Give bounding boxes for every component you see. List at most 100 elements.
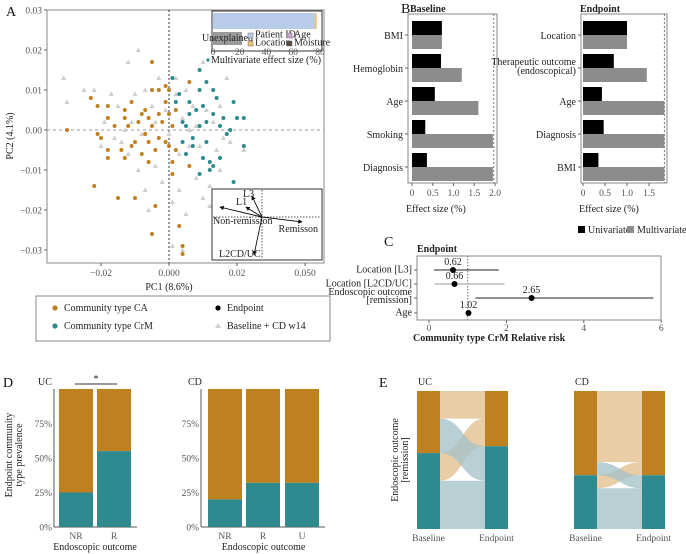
flow-crm-to-crm: [597, 488, 642, 529]
point-crm: [184, 152, 188, 156]
point-baseline: [81, 87, 87, 92]
inset-legend-label: Patient ID: [255, 30, 296, 41]
inset-marker: [206, 58, 210, 62]
bar-univariate: [412, 54, 442, 68]
row-label: Endoscopic outcome [remission]: [328, 287, 412, 306]
stratum-endpoint-crm: [485, 446, 508, 529]
point-ca: [105, 104, 110, 108]
bar-multivariate: [583, 101, 665, 115]
point-ca: [180, 244, 185, 248]
inset-legend-swatch: [286, 32, 293, 39]
x-tick-label: NR: [218, 532, 232, 542]
bar-multivariate: [412, 167, 493, 181]
biplot-arrow: [251, 195, 263, 218]
estimate-label: 0.66: [446, 271, 464, 282]
biplot-arrow-label: L1: [236, 197, 247, 208]
point-crm: [177, 92, 182, 96]
bar-multivariate: [583, 35, 627, 49]
category-label: BMI: [557, 163, 576, 174]
point-baseline: [146, 207, 152, 212]
point-crm: [197, 172, 202, 176]
point-baseline: [169, 199, 175, 204]
inset-legend-swatch: [286, 40, 293, 47]
subplot-title: UC: [38, 377, 52, 388]
bar-univariate: [412, 87, 435, 101]
panel-c-relative-risk: Endpoint 0.62 Location [L3] 0.66 Location [L…: [326, 244, 664, 344]
point-baseline: [108, 91, 114, 96]
stratum-baseline-crm: [574, 475, 597, 529]
x-tick-label: 6: [659, 324, 664, 334]
point-ca: [129, 144, 134, 148]
stratum-endpoint-ca: [642, 391, 665, 476]
legend-swatch: [627, 226, 634, 233]
point-baseline: [200, 195, 206, 200]
legend-marker: [52, 305, 58, 311]
point-baseline: [98, 143, 104, 148]
point-ca: [122, 108, 127, 112]
x-tick-label: 1.5: [468, 189, 480, 199]
point-crm: [228, 128, 233, 132]
biplot-arrow-label: L3: [243, 189, 254, 200]
point-baseline: [64, 99, 70, 104]
point-ca: [95, 132, 100, 136]
x-tick-label: 4: [581, 324, 586, 334]
point-ca: [163, 140, 168, 144]
point-crm: [211, 164, 216, 168]
point-baseline: [159, 179, 165, 184]
flow-ca-to-crm: [597, 462, 642, 489]
bar-segment-crm: [246, 482, 280, 527]
stratum-endpoint-crm: [642, 475, 665, 529]
estimate-point: [451, 281, 458, 287]
point-ca: [133, 196, 137, 200]
point-ca: [156, 112, 161, 116]
point-baseline: [180, 115, 186, 120]
point-ca: [153, 204, 158, 208]
point-crm: [197, 68, 202, 72]
subplot-title: Endpoint: [417, 244, 458, 255]
significance-label: *: [94, 374, 99, 385]
panel-label-d: D: [3, 376, 13, 391]
point-baseline: [203, 107, 209, 112]
y-tick-label: 25%: [35, 489, 53, 499]
point-crm: [201, 156, 205, 160]
panel-e-alluvial: Endoscopic outcome[remission] UC Baseline E…: [390, 377, 671, 544]
panel-b-effect-size: Baseline BMI Hemoglobin Age Smoking Diagnosis…: [353, 4, 686, 236]
point-baseline: [241, 147, 247, 152]
y-tick-label: 50%: [35, 455, 53, 465]
y-axis-label: Endoscopic outcome[remission]: [390, 418, 411, 502]
point-ca: [150, 88, 154, 92]
panel-label-a: A: [6, 5, 17, 20]
point-ca: [116, 196, 120, 200]
category-label: Hemoglobin: [353, 64, 403, 75]
point-crm: [187, 100, 192, 104]
point-baseline: [186, 143, 192, 148]
y-axis-label: PC2 (4.1%): [5, 112, 16, 159]
point-crm: [187, 112, 192, 116]
point-baseline: [207, 203, 213, 208]
y-tick-label: 0.01: [25, 87, 42, 97]
y-axis-label-line: type prevalence: [14, 423, 25, 487]
point-crm: [211, 88, 216, 92]
flow-crm-to-crm: [440, 480, 485, 529]
point-ca: [153, 148, 158, 152]
point-baseline: [217, 167, 223, 172]
category-label-line: (endoscopical): [517, 66, 576, 77]
row-label: Location [L2CD/UC]: [326, 279, 412, 290]
unexplained-label: Unexplained: [202, 33, 253, 44]
point-ca: [105, 116, 110, 120]
point-baseline: [173, 75, 179, 80]
bar-segment-crm: [285, 482, 319, 527]
bar-univariate: [412, 120, 426, 134]
point-ca: [99, 136, 103, 140]
point-baseline: [190, 103, 196, 108]
bar-segment-crm: [97, 451, 131, 527]
point-baseline: [115, 103, 121, 108]
x-tick-label: 2.0: [489, 189, 501, 199]
bar-segment-ca: [208, 389, 242, 500]
y-axis-label: Endpoint communitytype prevalence: [4, 413, 25, 498]
point-ca: [187, 80, 192, 84]
plot-frame: [416, 255, 662, 321]
x-axis-label: Effect size (%): [406, 204, 466, 215]
bar-segment-ca: [97, 389, 131, 452]
x-axis-label: Endoscopic outcome: [53, 542, 137, 553]
